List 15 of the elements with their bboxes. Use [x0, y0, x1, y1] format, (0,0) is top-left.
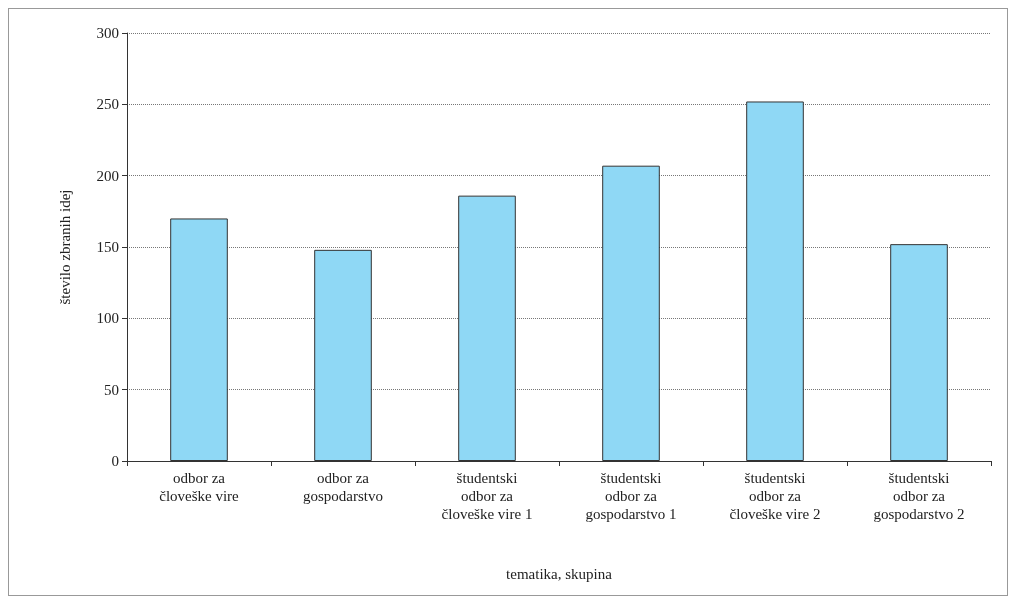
y-axis-title: število zbranih idej [56, 189, 73, 305]
y-tick-label: 200 [96, 167, 119, 184]
y-tick-label: 100 [96, 310, 119, 327]
y-tick-label: 50 [104, 381, 119, 398]
y-tick-label: 0 [111, 453, 119, 469]
y-tick-label: 150 [96, 239, 119, 255]
y-tick-label: 300 [96, 25, 119, 41]
x-tick-label: odbor za človeške vire [159, 470, 240, 504]
x-tick-label: študentski odbor za človeške vire 1 [441, 470, 533, 522]
x-tick-label: študentski odbor za gospodarstvo 2 [873, 470, 965, 522]
x-tick-label: odbor za gospodarstvo [303, 470, 383, 504]
x-axis-title: tematika, skupina [506, 565, 613, 582]
x-tick-label: študentski odbor za človeške vire 2 [729, 470, 821, 522]
y-tick-label: 250 [96, 96, 119, 113]
x-tick-label: študentski odbor za gospodarstvo 1 [585, 470, 677, 522]
